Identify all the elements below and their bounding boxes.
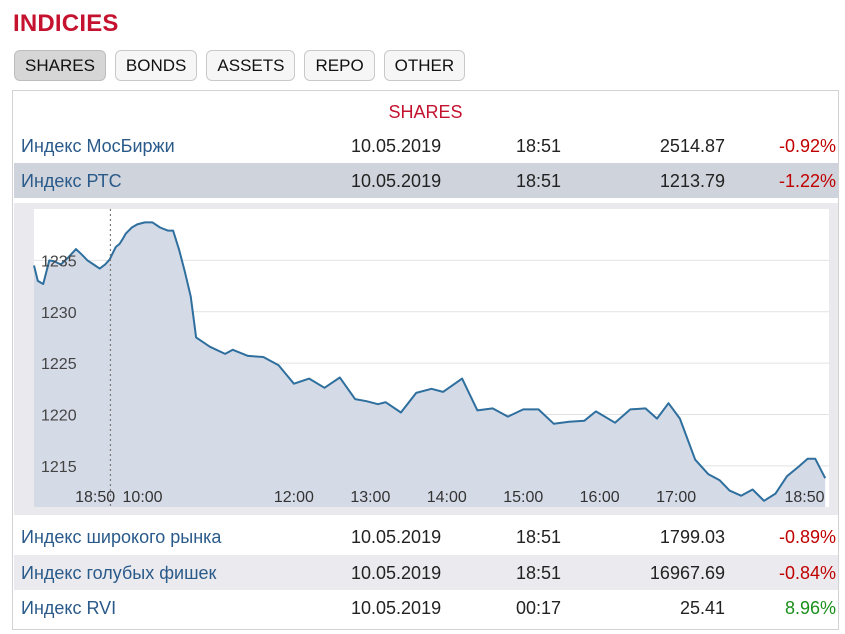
index-name[interactable]: Индекс широкого рынка [21, 527, 222, 547]
page-title: INDICIES [13, 10, 119, 37]
index-value: 16967.69 [649, 563, 725, 583]
x-tick-label: 14:00 [427, 489, 467, 506]
y-tick-label: 1215 [41, 459, 77, 476]
x-tick-label: 17:00 [656, 489, 696, 506]
index-category-tabs: SHARES BONDS ASSETS REPO OTHER [14, 50, 466, 81]
x-tick-label: 12:00 [274, 489, 314, 506]
index-value: 2514.87 [659, 136, 725, 156]
index-name[interactable]: Индекс RVI [21, 598, 117, 618]
index-name[interactable]: Индекс РТС [21, 171, 122, 191]
index-value: 1799.03 [659, 527, 725, 547]
index-row-broad-market[interactable]: Индекс широкого рынка 10.05.2019 18:51 1… [14, 519, 838, 554]
index-change: -1.22% [778, 171, 836, 191]
index-date: 10.05.2019 [351, 563, 442, 583]
index-change: 8.96% [784, 598, 836, 618]
y-tick-label: 1235 [41, 253, 77, 270]
index-time: 18:51 [516, 136, 562, 156]
x-tick-label: 16:00 [580, 489, 620, 506]
price-area [34, 222, 826, 507]
index-row-rvi[interactable]: Индекс RVI 10.05.2019 00:17 25.41 8.96% [14, 590, 838, 625]
index-row-moex[interactable]: Индекс МосБиржи 10.05.2019 18:51 2514.87… [14, 128, 838, 163]
price-line [33, 221, 827, 502]
index-value: 25.41 [679, 598, 725, 618]
tab-shares[interactable]: SHARES [14, 50, 106, 81]
y-tick-label: 1230 [41, 305, 77, 322]
index-change: -0.92% [778, 136, 836, 156]
index-date: 10.05.2019 [351, 171, 442, 191]
index-date: 10.05.2019 [351, 527, 442, 547]
x-tick-label: 15:00 [503, 489, 543, 506]
index-date: 10.05.2019 [351, 136, 442, 156]
index-row-blue-chips[interactable]: Индекс голубых фишек 10.05.2019 18:51 16… [14, 555, 838, 590]
index-name[interactable]: Индекс голубых фишек [21, 563, 217, 583]
index-date: 10.05.2019 [351, 598, 442, 618]
index-time: 00:17 [516, 598, 562, 618]
tab-other[interactable]: OTHER [383, 50, 466, 81]
y-tick-label: 1225 [41, 356, 77, 373]
index-time: 18:51 [516, 527, 562, 547]
index-row-rts[interactable]: Индекс РТС 10.05.2019 18:51 1213.79 -1.2… [14, 163, 838, 198]
section-title: SHARES [388, 102, 463, 122]
index-change: -0.89% [778, 527, 836, 547]
rts-intraday-chart[interactable]: 1215 1220 1225 1230 1235 18:50 10:00 12:00 13:0… [14, 203, 838, 515]
index-name[interactable]: Индекс МосБиржи [21, 136, 175, 156]
x-tick-label: 13:00 [350, 489, 390, 506]
index-time: 18:51 [516, 563, 562, 583]
index-time: 18:51 [516, 171, 562, 191]
x-tick-label: 18:50 [785, 489, 825, 506]
tab-bonds[interactable]: BONDS [114, 50, 198, 81]
tab-repo[interactable]: REPO [304, 50, 375, 81]
x-tick-label: 10:00 [123, 489, 163, 506]
y-tick-label: 1220 [41, 408, 77, 425]
index-change: -0.84% [778, 563, 836, 583]
indices-panel: SHARES Индекс МосБиржи 10.05.2019 18:51 … [12, 90, 839, 630]
x-tick-label: 18:50 [75, 489, 115, 506]
tab-assets[interactable]: ASSETS [206, 50, 296, 81]
index-value: 1213.79 [659, 171, 725, 191]
